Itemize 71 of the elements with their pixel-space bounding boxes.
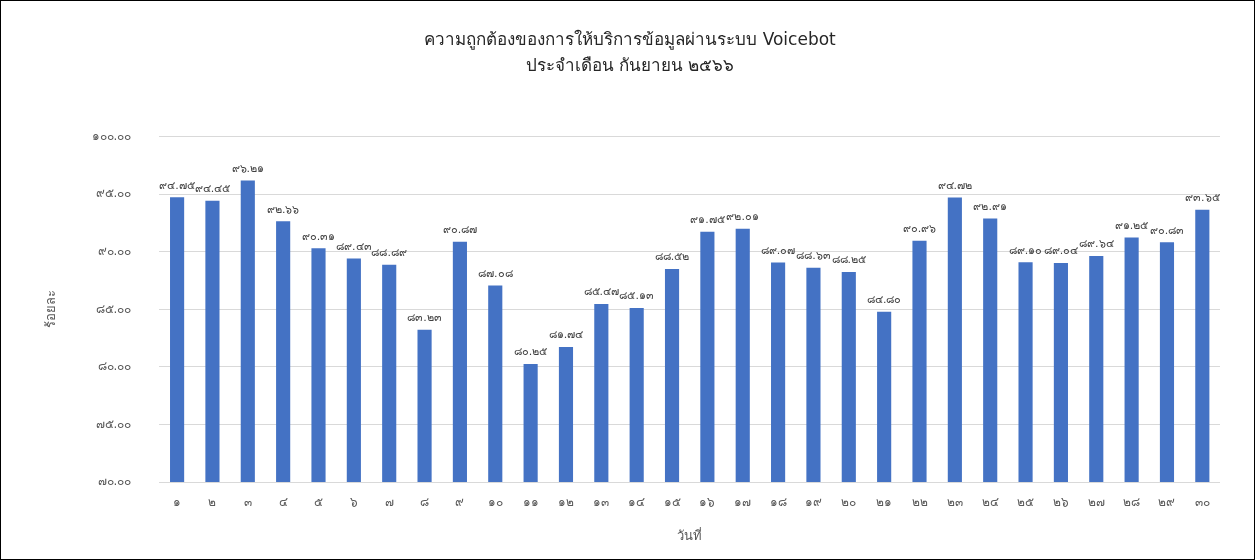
x-tick-label: ๒๒ [911, 495, 928, 510]
x-tick-label: ๒๐ [841, 495, 857, 510]
x-tick-label: ๑๗ [734, 495, 752, 510]
y-tick-label: ๗๐.๐๐ [97, 474, 132, 489]
x-tick-label: ๗ [384, 495, 394, 510]
data-label: ๙๑.๗๕ [690, 213, 725, 227]
x-tick-label: ๑๘ [769, 495, 787, 510]
x-tick-label: ๖ [349, 495, 358, 510]
data-label: ๙๓.๖๕ [1185, 191, 1220, 205]
data-label: ๙๐.๘๓ [1149, 223, 1185, 237]
data-label: ๘๘.๘๙ [371, 246, 407, 259]
data-label: ๙๒.๖๖ [266, 202, 300, 216]
x-tick-label: ๒๓ [946, 495, 963, 510]
x-tick-label: ๔ [278, 495, 288, 510]
x-tick-label: ๒๘ [1123, 495, 1141, 510]
y-axis-title: ร้อยละ [43, 290, 59, 329]
data-label: ๘๕.๑๓ [619, 289, 654, 303]
y-tick-label: ๗๕.๐๐ [95, 416, 132, 431]
data-label: ๘๙.๖๔ [1079, 237, 1114, 251]
data-label: ๙๐.๙๖ [902, 222, 937, 236]
data-label: ๙๔.๔๕ [194, 182, 231, 196]
x-tick-label: ๘ [420, 495, 430, 510]
data-label: ๘๙.๔๓ [336, 239, 372, 253]
x-tick-label: ๑๒ [557, 495, 574, 510]
x-tick-label: ๑๓ [593, 495, 610, 510]
y-tick-label: ๙๕.๐๐ [95, 186, 132, 201]
x-tick-label: ๒ [208, 495, 217, 510]
data-label: ๙๐.๓๑ [301, 229, 336, 243]
data-label: ๘๗.๐๘ [478, 266, 513, 280]
x-tick-label: ๑๔ [628, 495, 646, 510]
data-label: ๘๕.๔๗ [583, 285, 620, 299]
x-tick-label: ๒๗ [1087, 495, 1105, 510]
y-tick-label: ๙๐.๐๐ [97, 243, 132, 258]
x-tick-label: ๒๔ [981, 495, 999, 510]
data-label: ๘๙.๐๗ [760, 243, 796, 257]
x-tick-label: ๑๙ [804, 495, 822, 510]
data-label: ๙๒.๙๑ [973, 199, 1007, 213]
data-label: ๙๒.๐๑ [726, 210, 759, 224]
data-label: ๘๔.๘๐ [866, 293, 902, 307]
y-tick-label: ๘๐.๐๐ [97, 359, 132, 374]
data-label: ๙๖.๒๑ [231, 161, 265, 175]
data-label: ๘๘.๕๒ [654, 250, 690, 264]
x-tick-label: ๒๑ [876, 495, 893, 510]
data-label: ๙๐.๘๗ [442, 223, 478, 237]
x-tick-label: ๙ [455, 495, 465, 510]
x-tick-label: ๒๙ [1158, 495, 1176, 510]
chart-subtitle: ประจำเดือน กันยายน ๒๕๖๖ [525, 55, 735, 76]
data-label: ๙๑.๒๕ [1114, 218, 1149, 232]
data-label: ๙๔.๗๕ [159, 178, 195, 192]
x-tick-label: ๕ [314, 495, 323, 510]
x-tick-label: ๓ [243, 495, 252, 510]
data-label: ๙๔.๗๒ [937, 178, 973, 192]
data-label: ๘๙.๑๐ [1008, 243, 1043, 257]
x-tick-label: ๑ [173, 495, 182, 510]
x-tick-label: ๑๑ [522, 495, 539, 510]
data-label: ๘๓.๒๓ [407, 311, 442, 325]
data-label: ๘๙.๐๔ [1043, 244, 1079, 258]
x-tick-label: ๓๐ [1194, 495, 1210, 510]
x-tick-label: ๒๖ [1052, 495, 1069, 510]
y-tick-label: ๘๕.๐๐ [95, 301, 132, 316]
data-label: ๘๘.๒๕ [831, 253, 867, 267]
x-tick-label: ๑๕ [663, 495, 681, 510]
y-tick-label: ๑๐๐.๐๐ [91, 128, 132, 143]
x-axis-title: วันที่ [677, 526, 703, 543]
x-tick-label: ๒๕ [1017, 495, 1035, 510]
data-label: ๘๑.๗๔ [548, 328, 584, 342]
data-label: ๘๐.๒๕ [513, 345, 548, 359]
chart-title: ความถูกต้องของการให้บริการข้อมูลผ่านระบบ Voicebot [424, 28, 837, 50]
data-label: ๘๘.๖๓ [796, 248, 831, 262]
x-tick-label: ๑๐ [487, 495, 503, 510]
x-tick-label: ๑๖ [699, 495, 716, 510]
